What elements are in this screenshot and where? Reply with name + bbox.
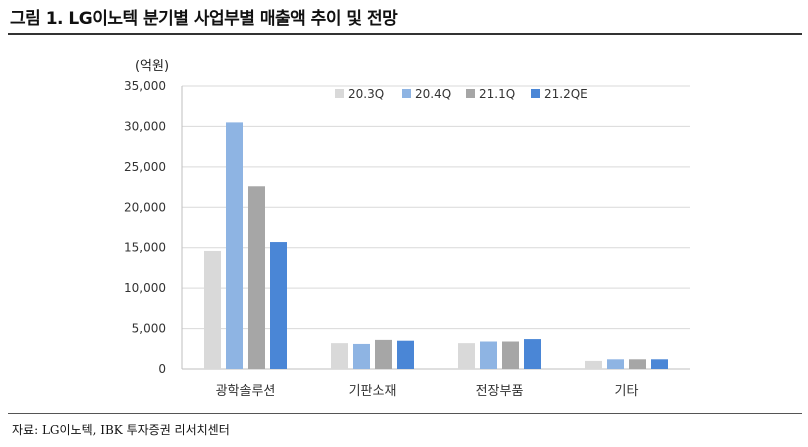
legend-swatch (402, 89, 411, 98)
legend-label: 21.1Q (479, 87, 515, 101)
bar (629, 359, 646, 369)
bar (480, 341, 497, 369)
bar (458, 343, 475, 369)
source-rule (8, 413, 802, 414)
y-unit-label: (억원) (135, 59, 169, 74)
source-note: 자료: LG이노텍, IBK 투자증권 리서치센터 (12, 423, 230, 437)
bar (502, 341, 519, 369)
title-rule (8, 33, 802, 35)
bar (353, 343, 370, 369)
figure-title: 그림 1. LG이노텍 분기별 사업부별 매출액 추이 및 전망 (10, 9, 398, 29)
x-tick-label: 기판소재 (349, 384, 397, 399)
legend-swatch (466, 89, 475, 98)
bar (270, 242, 287, 369)
legend-swatch (531, 89, 540, 98)
bar (397, 340, 414, 369)
bar (651, 359, 668, 369)
bar (331, 343, 348, 369)
y-tick-label: 15,000 (124, 241, 166, 255)
x-tick-label: 기타 (615, 384, 639, 399)
x-tick-label: 전장부품 (476, 384, 524, 399)
y-tick-label: 20,000 (124, 200, 166, 214)
bar (204, 250, 221, 369)
y-tick-label: 30,000 (124, 119, 166, 133)
legend-label: 20.3Q (348, 87, 384, 101)
x-tick-label: 광학솔루션 (216, 384, 276, 399)
bar (524, 339, 541, 369)
bar (248, 186, 265, 369)
y-tick-label: 10,000 (124, 281, 166, 295)
legend-swatch (335, 89, 344, 98)
y-tick-label: 35,000 (124, 79, 166, 93)
y-tick-label: 25,000 (124, 160, 166, 174)
legend-label: 20.4Q (415, 87, 451, 101)
y-tick-label: 5,000 (132, 322, 166, 336)
bar (375, 339, 392, 369)
legend-label: 21.2QE (544, 87, 588, 101)
bar (585, 360, 602, 369)
y-tick-label: 0 (158, 362, 166, 376)
bar (607, 359, 624, 369)
bar (226, 122, 243, 369)
